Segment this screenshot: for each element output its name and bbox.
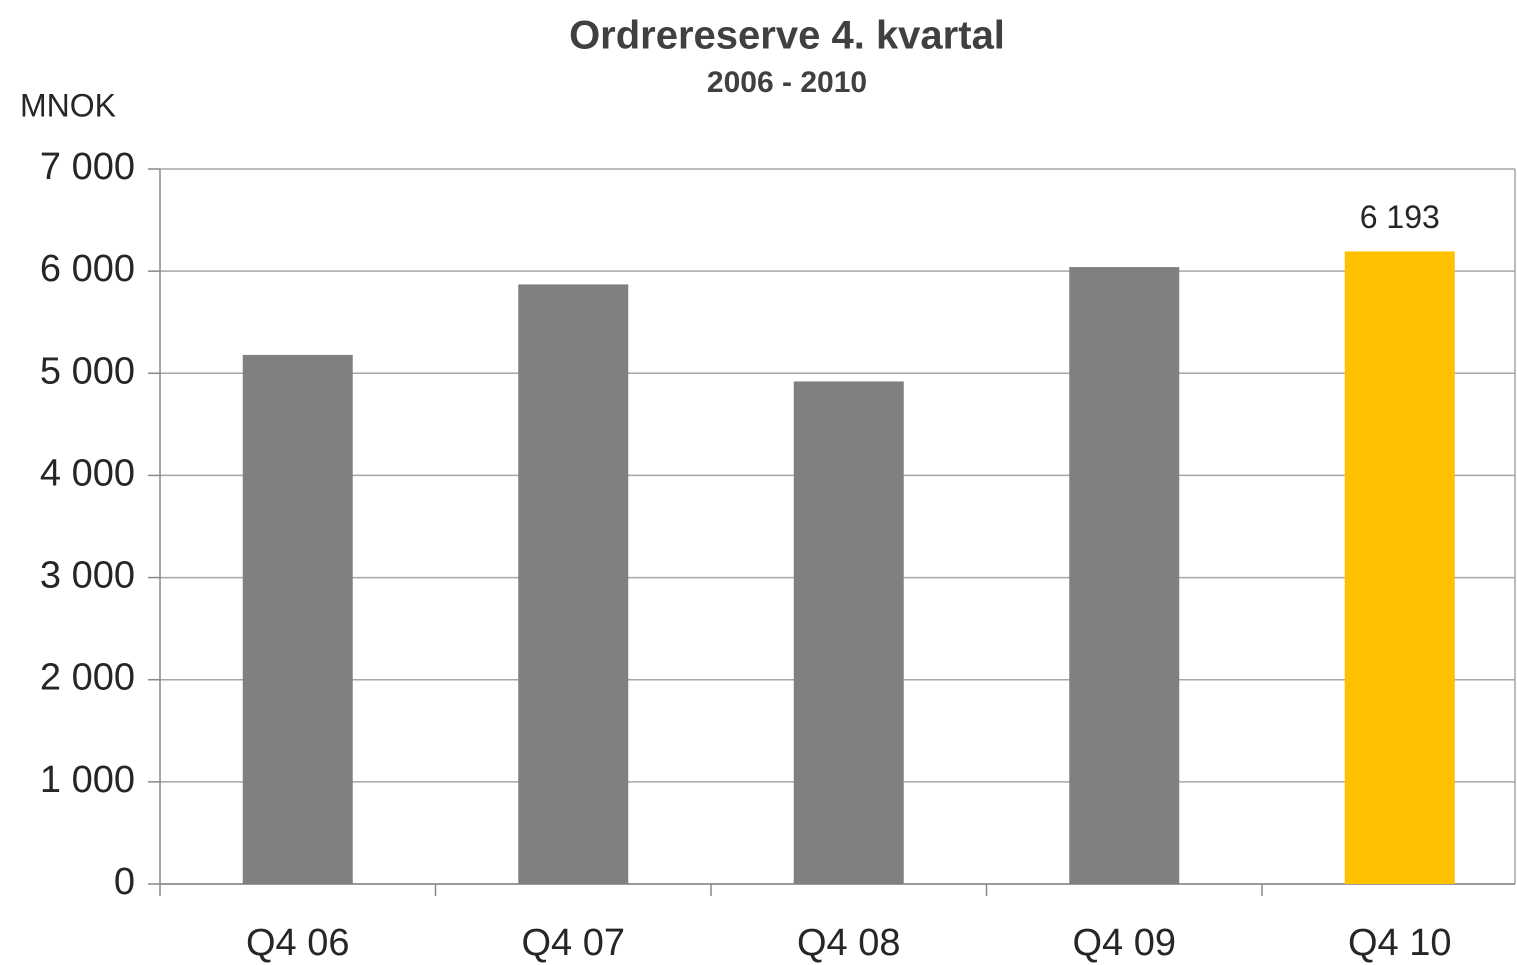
chart-title: Ordrereserve 4. kvartal bbox=[569, 14, 1005, 58]
x-tick-label: Q4 09 bbox=[1072, 922, 1176, 964]
bar bbox=[242, 354, 353, 884]
bar bbox=[1344, 251, 1455, 884]
bar bbox=[1069, 267, 1180, 884]
y-tick-label: 2 000 bbox=[40, 657, 135, 699]
y-axis-label: MNOK bbox=[20, 87, 116, 123]
y-tick-label: 3 000 bbox=[40, 555, 135, 597]
y-tick-label: 1 000 bbox=[40, 759, 135, 801]
y-tick-label: 6 000 bbox=[40, 248, 135, 290]
chart-subtitle: 2006 - 2010 bbox=[707, 66, 867, 99]
bar bbox=[793, 381, 904, 884]
y-tick-label: 7 000 bbox=[40, 146, 135, 188]
bar bbox=[518, 284, 629, 885]
y-tick-label: 0 bbox=[114, 861, 135, 903]
x-tick-label: Q4 07 bbox=[521, 922, 625, 964]
y-tick-label: 5 000 bbox=[40, 350, 135, 392]
x-tick-label: Q4 08 bbox=[797, 922, 901, 964]
y-tick-label: 4 000 bbox=[40, 452, 135, 494]
x-tick-label: Q4 06 bbox=[246, 922, 350, 964]
data-label: 6 193 bbox=[1360, 199, 1440, 235]
x-tick-label: Q4 10 bbox=[1348, 922, 1452, 964]
